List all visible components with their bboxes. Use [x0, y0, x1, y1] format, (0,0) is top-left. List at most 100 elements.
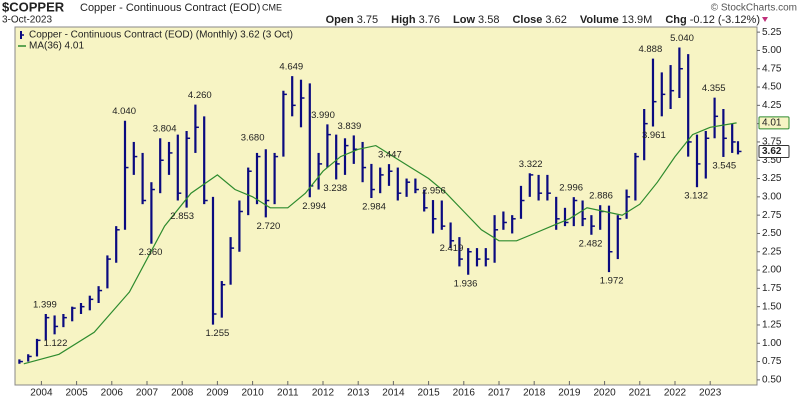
price-annotation: 3.132: [684, 191, 708, 202]
quote-text: 3.75: [357, 14, 378, 26]
price-annotation: 4.888: [638, 44, 662, 55]
y-tick-label: 1.25: [762, 320, 782, 331]
price-annotation: 2.360: [139, 247, 163, 258]
quote-text: 3.62: [545, 14, 566, 26]
price-annotation: 3.990: [311, 110, 335, 121]
symbol: $COPPER: [2, 0, 65, 14]
y-tick-label: 3.50: [762, 155, 782, 166]
x-tick-label: 2017: [488, 388, 511, 399]
price-annotation: 3.961: [642, 130, 666, 141]
x-tick-label: 2023: [699, 388, 722, 399]
x-tick-label: 2011: [277, 388, 299, 399]
price-annotation: 1.972: [600, 276, 624, 287]
x-tick-label: 2018: [523, 388, 546, 399]
y-tick-label: 2.50: [762, 228, 782, 239]
x-tick-label: 2019: [558, 388, 581, 399]
value-tag-label: 4.01: [762, 118, 782, 129]
price-annotation: 4.355: [702, 83, 726, 94]
price-annotation: 3.839: [338, 121, 362, 132]
quote-text: Chg: [665, 14, 686, 26]
x-tick-label: 2006: [101, 388, 124, 399]
price-annotation: 3.680: [241, 133, 265, 144]
y-tick-label: 5.25: [762, 27, 782, 38]
y-tick-label: 1.75: [762, 283, 782, 294]
price-annotation: 2.853: [170, 211, 194, 222]
price-annotation: 1.936: [454, 278, 478, 289]
quote-line: Open 3.75 High 3.76 Low 3.58 Close 3.62 Volume 13…: [326, 14, 760, 26]
x-tick-label: 2012: [312, 388, 335, 399]
price-annotation: 3.545: [712, 160, 736, 171]
x-tick-label: 2009: [206, 388, 229, 399]
x-tick-label: 2016: [453, 388, 476, 399]
legend-entry: MA(36) 4.01: [18, 41, 84, 52]
quote-text: Close: [512, 14, 542, 26]
price-annotation: 1.122: [44, 338, 68, 349]
quote-text: 13.9M: [622, 14, 653, 26]
date: 3-Oct-2023: [2, 15, 52, 26]
value-tag-label: 3.62: [762, 146, 782, 157]
quote-text: 3.58: [478, 14, 499, 26]
x-tick-label: 2022: [664, 388, 687, 399]
y-tick-label: 2.75: [762, 210, 782, 221]
price-annotation: 4.260: [188, 90, 212, 101]
x-tick-label: 2008: [171, 388, 194, 399]
legend-label: MA(36) 4.01: [29, 41, 84, 52]
x-tick-label: 2004: [30, 388, 53, 399]
chart-title: Copper - Continuous Contract (EOD): [80, 2, 260, 14]
quote-text: Volume: [580, 14, 619, 26]
price-annotation: 2.996: [559, 183, 583, 194]
y-tick-label: 3.00: [762, 191, 782, 202]
legend-label: Copper - Continuous Contract (EOD) (Mont…: [29, 30, 293, 41]
x-tick-label: 2010: [241, 388, 264, 399]
x-tick-label: 2007: [136, 388, 159, 399]
price-annotation: 3.447: [378, 150, 402, 161]
price-annotation: 2.419: [440, 243, 464, 254]
quote-text: -0.12: [690, 14, 715, 26]
price-annotation: 1.399: [33, 300, 57, 311]
y-tick-label: 0.50: [762, 375, 782, 386]
x-tick-label: 2014: [382, 388, 405, 399]
price-annotation: 2.956: [422, 186, 446, 197]
x-tick-label: 2013: [347, 388, 370, 399]
quote-text: Low: [453, 14, 475, 26]
price-annotation: 3.238: [323, 183, 347, 194]
y-tick-label: 4.25: [762, 100, 782, 111]
y-tick-label: 2.00: [762, 265, 782, 276]
value-tag: [758, 144, 790, 158]
price-annotation: 1.255: [206, 328, 230, 339]
y-tick-label: 3.75: [762, 137, 782, 148]
credit: © StockCharts.com: [711, 3, 797, 14]
quote-text: 3.76: [419, 14, 440, 26]
y-tick-label: 4.75: [762, 63, 782, 74]
y-tick-label: 4.50: [762, 82, 782, 93]
price-annotation: 2.984: [362, 202, 386, 213]
price-annotation: 3.804: [153, 124, 177, 135]
quote-text: (-3.12%): [718, 14, 760, 26]
price-annotation: 2.482: [579, 238, 603, 249]
value-tag: [758, 116, 790, 130]
price-annotation: 4.649: [279, 62, 303, 73]
price-annotation: 2.886: [589, 191, 613, 202]
y-tick-label: 1.50: [762, 301, 782, 312]
x-tick-label: 2021: [629, 388, 652, 399]
plot-area: [14, 26, 758, 386]
quote-text: Open: [326, 14, 354, 26]
legend-entry: Copper - Continuous Contract (EOD) (Mont…: [20, 30, 293, 41]
y-tick-label: 5.00: [762, 45, 782, 56]
chg-down-marker: [762, 17, 768, 22]
exchange: CME: [262, 2, 282, 12]
y-tick-label: 1.00: [762, 338, 782, 349]
price-annotation: 4.040: [112, 106, 136, 117]
x-tick-label: 2015: [417, 388, 440, 399]
price-annotation: 2.994: [302, 201, 326, 212]
price-annotation: 2.720: [257, 221, 281, 232]
x-tick-label: 2005: [65, 388, 88, 399]
ma-line: [23, 122, 737, 365]
price-annotation: 5.040: [670, 33, 694, 44]
y-tick-label: 2.25: [762, 246, 782, 257]
y-tick-label: 0.75: [762, 356, 782, 367]
y-tick-label: 3.25: [762, 173, 782, 184]
price-annotation: 3.322: [519, 159, 543, 170]
